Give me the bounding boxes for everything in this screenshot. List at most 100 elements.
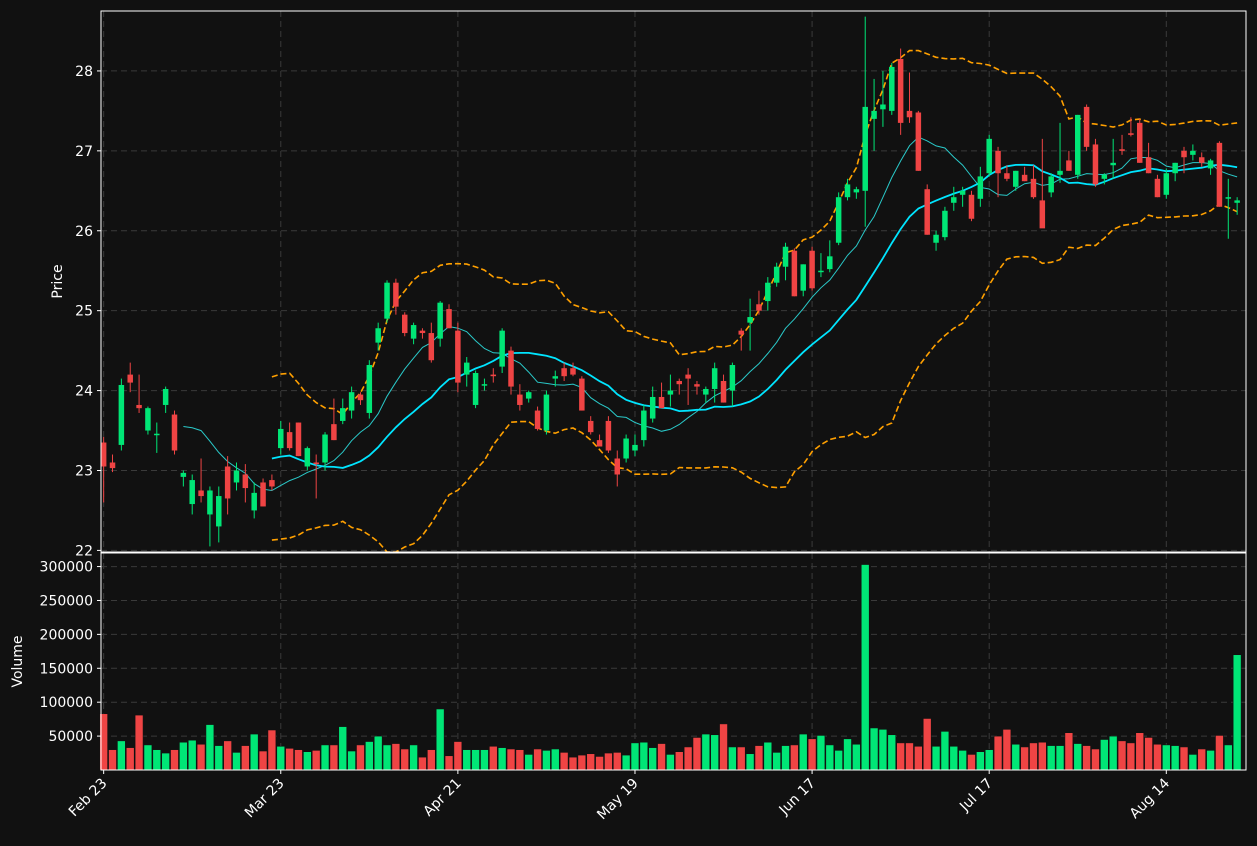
candle-body [959,190,966,195]
volume-bar [356,744,365,771]
candle-body [198,490,204,497]
price-tick-label: 28 [75,64,93,80]
candle-body [596,440,603,447]
volume-bar [418,756,427,771]
candle-body [844,184,851,198]
candle-body [357,394,364,401]
volume-bar [922,718,932,771]
candle-body [490,374,497,377]
candle-body [428,333,435,361]
volume-bar [1232,654,1242,771]
candle-body [649,396,656,419]
candle-body [1234,200,1240,203]
candle-body [720,380,727,403]
volume-bar [427,749,436,771]
ma-fast-line [183,136,1238,492]
volume-tick-label: 150000 [40,661,93,677]
volume-bar [887,734,897,771]
volume-bar [1082,745,1091,771]
volume-bar [152,749,162,771]
volume-bar [577,754,587,771]
volume-bar [205,724,215,771]
volume-bar [223,740,232,771]
candle-body [632,444,638,451]
volume-tick-label: 200000 [40,627,93,643]
price-tick-label: 24 [75,384,93,400]
volume-bar [852,743,861,771]
volume-bar [825,744,835,771]
volume-bar [1055,745,1065,771]
candle-body [278,428,284,449]
price-tick-label: 22 [75,543,93,559]
x-tick-label: Mar 23 [242,776,288,822]
candle-body [242,474,249,489]
volume-bar [843,738,852,771]
candle-body [986,138,992,174]
x-tick-label: Jul 17 [956,776,996,816]
volume-bar [489,745,498,771]
candle-body [1198,157,1205,163]
volume-bar [550,748,560,771]
candle-body [871,110,877,119]
candle-body [915,112,922,171]
candle-body [738,330,744,335]
candle-body [694,384,700,387]
volume-bar [179,741,188,771]
candle-body [676,380,683,385]
candle-body [207,490,213,515]
candle-body [1119,149,1125,151]
candle-body [109,462,116,469]
candle-body [472,372,479,405]
volume-bar [754,745,764,771]
candle-body [260,482,266,507]
volume-bar [1091,748,1100,771]
price-panel-frame [100,10,1247,553]
volume-tick-label: 50000 [48,729,93,745]
volume-tick-label: 300000 [40,560,93,576]
volume-bar [117,740,126,771]
candle-body [1101,174,1108,179]
candle-body [1216,142,1223,207]
volume-bar [958,750,967,771]
volume-tick-label: 250000 [40,593,93,609]
candle-body [366,365,373,413]
volume-bar [559,752,569,771]
volume-bar [683,746,693,771]
volume-bar [373,735,383,771]
candle-body [1128,133,1134,135]
volume-axis-label: Volume [10,635,26,687]
volume-bar [896,742,905,771]
volume-bar [311,750,321,771]
volume-bar [276,745,286,771]
volume-bar [648,747,657,771]
candle-body [348,392,355,411]
volume-bar [568,756,578,771]
volume-bar [1179,746,1189,771]
volume-bar [1064,732,1074,771]
volume-bar [834,750,843,771]
volume-bar [967,754,976,771]
volume-bar [267,729,277,771]
candle-body [1181,150,1187,158]
x-tick-label: Feb 23 [66,776,111,821]
candle-body [375,328,381,343]
candle-body [765,282,771,302]
candle-body [685,374,691,379]
volume-bar [781,745,790,771]
candle-body [1145,157,1152,174]
candle-body [286,432,293,449]
candle-body [251,492,257,511]
candle-body [942,210,948,238]
candle-body [224,466,231,499]
volume-bar [914,745,923,771]
candle-body [1030,178,1037,198]
candle-body [463,362,470,375]
volume-bar [303,751,312,771]
candle-body [401,314,408,334]
volume-bar [1100,739,1109,771]
volume-bar [1224,744,1233,771]
volume-bar [905,742,914,771]
volume-bar [976,751,985,771]
candle-body [853,189,860,193]
